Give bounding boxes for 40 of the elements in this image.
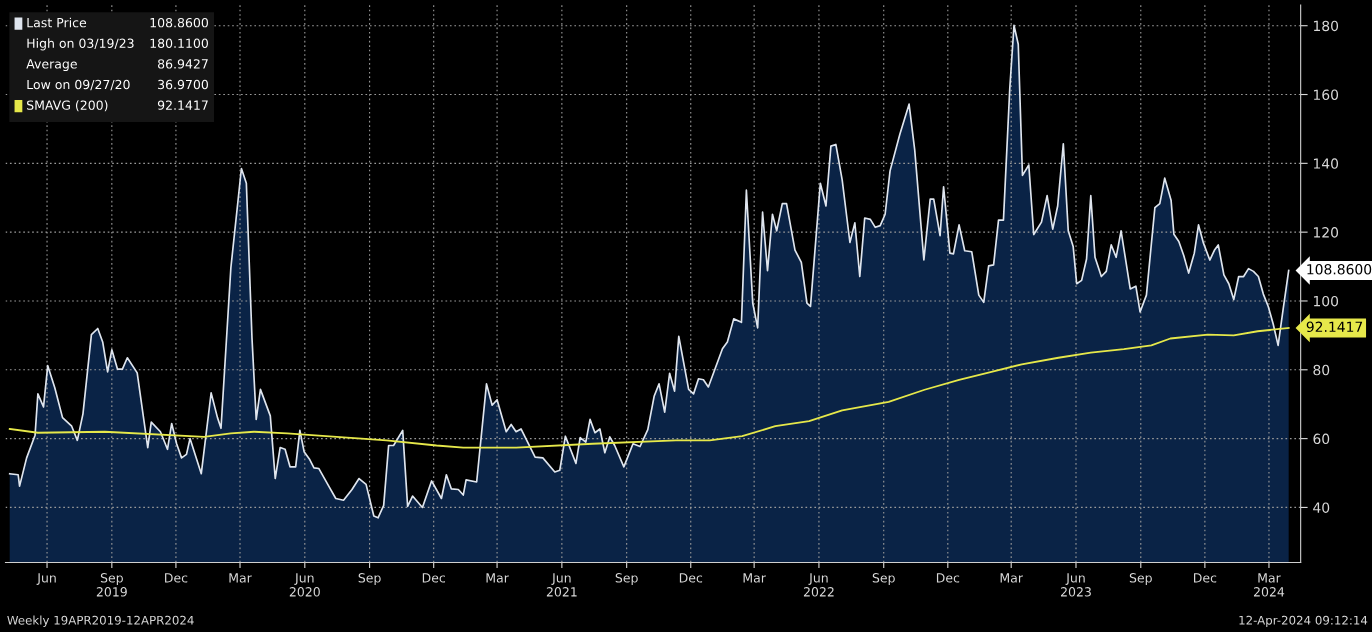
- x-tick-label: Dec: [679, 573, 703, 583]
- x-tick-label: Dec: [165, 573, 188, 583]
- x-tick-label: Jun: [36, 573, 56, 585]
- y-tick-label: 40: [1313, 502, 1330, 513]
- text: Average 86.9427: [26, 59, 208, 72]
- text: 12-Apr-2024 09:12:14: [1239, 615, 1368, 627]
- x-tick-label: Sep: [615, 573, 638, 585]
- annotation: 92.1417: [1306, 321, 1363, 333]
- x-tick-label: Jun 2021: [546, 573, 577, 597]
- y-tick-label: 60: [1313, 433, 1330, 445]
- x-tick-label: Mar: [229, 573, 252, 583]
- legend-label: Last Price: [27, 17, 87, 28]
- x-tick-label: Mar: [743, 573, 766, 583]
- x-tick-label: Mar: [486, 573, 509, 583]
- text: Weekly 19APR2019-12APR2024: [7, 615, 194, 627]
- x-tick-label: Sep: [358, 573, 381, 585]
- y-tick-label: 100: [1313, 295, 1339, 307]
- y-tick-label: 180: [1313, 20, 1339, 32]
- text: High on 03/19/23 180.1100: [27, 38, 208, 51]
- x-tick-label: Sep: [872, 573, 895, 585]
- text: 92.1417: [157, 100, 208, 110]
- x-tick-label: Mar 2024: [1253, 573, 1285, 597]
- text: Low on 09/27/20 36.9700: [27, 79, 208, 91]
- y-tick-label: 160: [1313, 89, 1339, 100]
- x-tick-label: Dec: [422, 573, 446, 583]
- x-tick-label: Mar: [1000, 573, 1023, 583]
- x-tick-label: Dec: [936, 573, 960, 583]
- x-tick-label: Jun 2020: [289, 573, 320, 597]
- y-tick-label: 140: [1313, 158, 1339, 169]
- y-tick-label: 80: [1313, 364, 1330, 376]
- x-tick-label: Sep 2019: [96, 573, 127, 597]
- y-tick-label: 120: [1313, 227, 1339, 238]
- legend-label: SMAVG (200): [27, 100, 108, 112]
- x-tick-label: Jun 2023: [1061, 573, 1091, 597]
- x-tick-label: Jun 2022: [803, 573, 834, 597]
- x-tick-label: Dec: [1194, 573, 1217, 583]
- text: 108.8600: [150, 17, 208, 28]
- x-tick-label: Sep: [1129, 573, 1152, 585]
- annotation: 108.8600: [1307, 264, 1372, 275]
- line-series: [8, 327, 1290, 449]
